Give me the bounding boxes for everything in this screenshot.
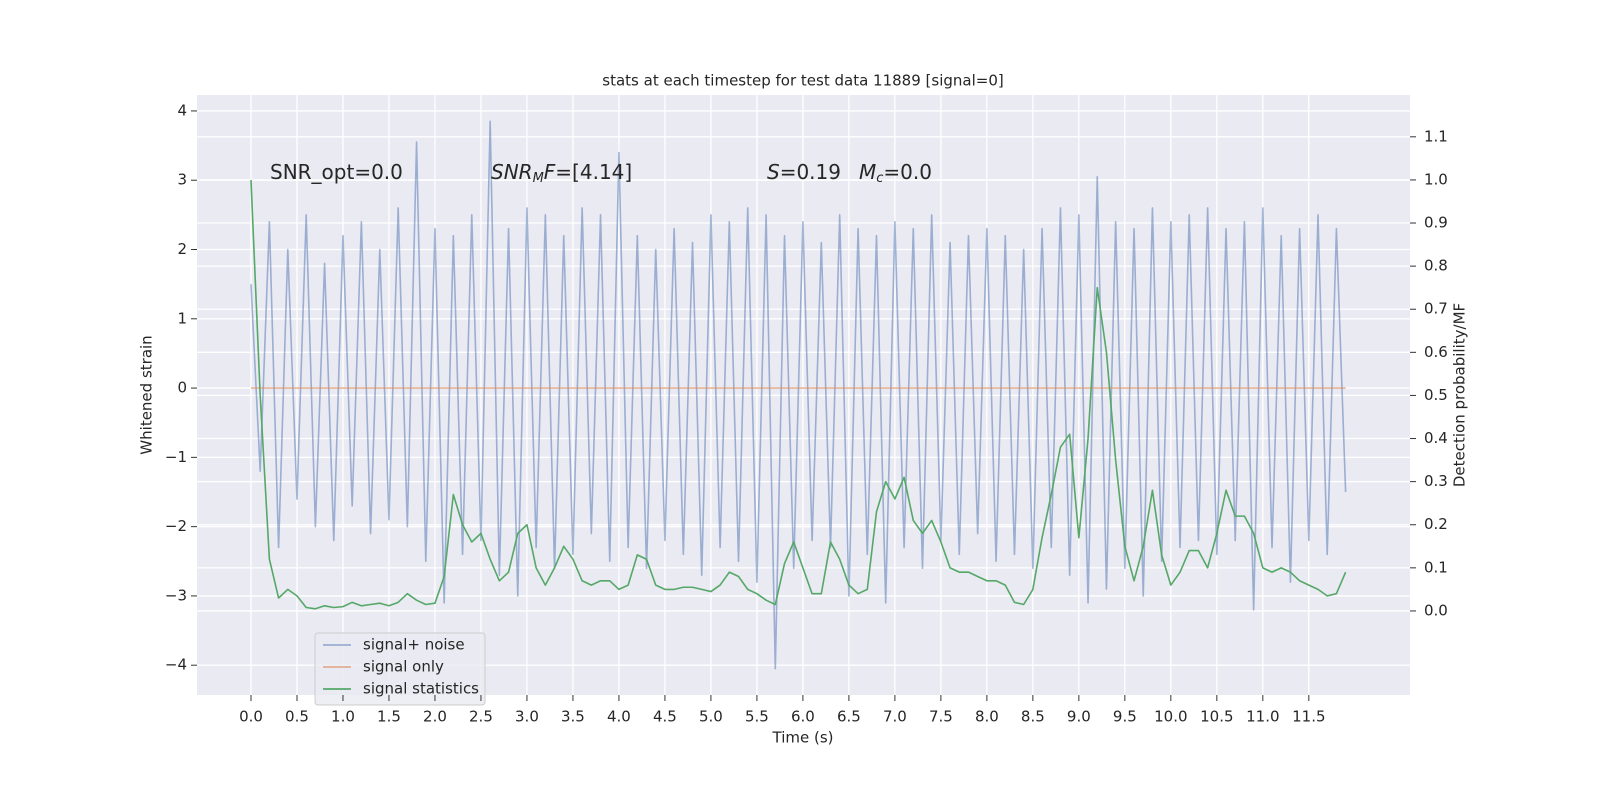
- legend: signal+ noise signal only signal statistic…: [314, 632, 486, 706]
- y2-tick-label: 0.5: [1424, 386, 1448, 404]
- x-tick-label: 9.5: [1113, 708, 1137, 726]
- legend-label: signal+ noise: [363, 636, 465, 654]
- series-line: [250, 179, 1347, 610]
- y2-tick-label: 1.0: [1424, 170, 1448, 188]
- x-tick-label: 5.0: [699, 708, 723, 726]
- y2-tick-label: 0.8: [1424, 257, 1448, 275]
- annotation-text: =0.0: [883, 160, 932, 184]
- y2-tick-label: 0.2: [1424, 515, 1448, 533]
- x-tick-label: 0.5: [285, 708, 309, 726]
- annotation-subscript: c: [876, 171, 883, 186]
- y2-tick-label: 0.6: [1424, 343, 1448, 361]
- y-tick-label: 2: [177, 240, 187, 258]
- annotation-text: =[4.14]: [555, 160, 632, 184]
- legend-label: signal statistics: [363, 680, 479, 698]
- x-tick-label: 3.0: [515, 708, 539, 726]
- y2-tick-label: 0.4: [1424, 429, 1448, 447]
- annotation-text: M: [859, 160, 876, 184]
- x-axis-label: Time (s): [772, 729, 834, 747]
- x-tick-label: 8.0: [975, 708, 999, 726]
- x-tick-label: 2.0: [423, 708, 447, 726]
- y2-tick-label: 1.1: [1424, 127, 1448, 145]
- legend-label: signal only: [363, 658, 444, 676]
- y2-axis-label: Detection probability/MF: [1451, 303, 1469, 487]
- x-tick-label: 8.5: [1021, 708, 1045, 726]
- annotation-text: S: [767, 160, 780, 184]
- annotation-subscript: M: [533, 171, 544, 186]
- y-tick-label: −3: [165, 586, 187, 604]
- x-tick-label: 2.5: [469, 708, 493, 726]
- chart-title: stats at each timestep for test data 118…: [602, 72, 1003, 90]
- annotation-text: SNR_opt=0.0: [270, 160, 403, 184]
- x-tick-label: 11.5: [1292, 708, 1325, 726]
- y-tick-label: 4: [177, 101, 187, 119]
- annotation-text: SNR: [491, 160, 533, 184]
- x-tick-label: 6.0: [791, 708, 815, 726]
- y-tick-label: −4: [165, 656, 187, 674]
- series-line: [250, 120, 1347, 670]
- y-tick-label: −2: [165, 517, 187, 535]
- y-tick-label: 1: [177, 309, 187, 327]
- y-tick-label: −1: [165, 448, 187, 466]
- y-axis-label: Whitened strain: [138, 335, 156, 454]
- y2-tick-label: 0.7: [1424, 300, 1448, 318]
- x-tick-label: 6.5: [837, 708, 861, 726]
- annotation-text: F: [544, 160, 556, 184]
- x-tick-label: 7.0: [883, 708, 907, 726]
- y2-tick-label: 0.3: [1424, 472, 1448, 490]
- annotation: SNRMF=[4.14]: [491, 160, 632, 186]
- annotation: S=0.19 Mc=0.0: [767, 160, 932, 186]
- y-tick-label: 0: [177, 379, 187, 397]
- annotation-text: =0.19: [780, 160, 841, 184]
- y-tick-label: 3: [177, 171, 187, 189]
- y2-tick-label: 0.0: [1424, 601, 1448, 619]
- x-tick-label: 5.5: [745, 708, 769, 726]
- y2-tick-label: 0.1: [1424, 558, 1448, 576]
- x-tick-label: 7.5: [929, 708, 953, 726]
- x-tick-label: 1.0: [331, 708, 355, 726]
- x-tick-label: 4.5: [653, 708, 677, 726]
- legend-box: [314, 632, 486, 706]
- x-tick-label: 10.0: [1154, 708, 1187, 726]
- x-tick-label: 1.5: [377, 708, 401, 726]
- x-tick-label: 0.0: [239, 708, 263, 726]
- annotation: SNR_opt=0.0: [270, 160, 403, 184]
- marks: [250, 120, 1347, 670]
- x-tick-label: 4.0: [607, 708, 631, 726]
- x-tick-label: 11.0: [1246, 708, 1279, 726]
- x-tick-label: 3.5: [561, 708, 585, 726]
- y2-tick-label: 0.9: [1424, 214, 1448, 232]
- x-tick-label: 9.0: [1067, 708, 1091, 726]
- x-tick-label: 10.5: [1200, 708, 1233, 726]
